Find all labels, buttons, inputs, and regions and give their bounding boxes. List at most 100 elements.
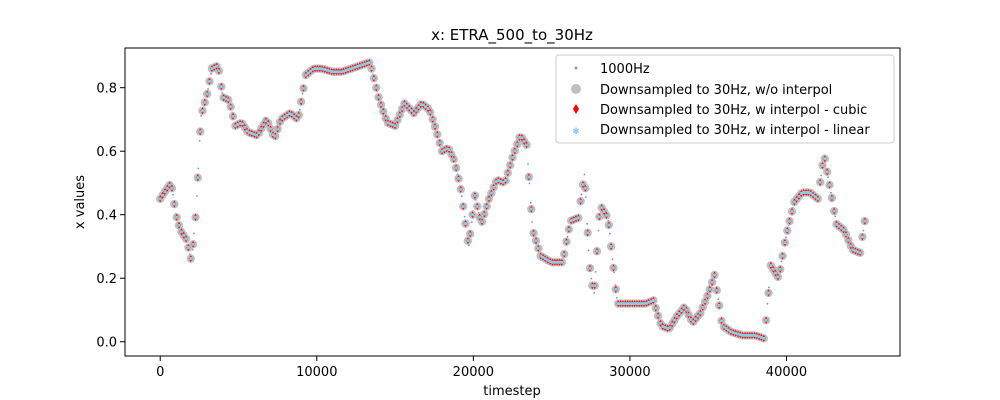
point-linear — [184, 237, 188, 241]
point-linear — [379, 103, 383, 107]
legend-marker-no-interpol — [571, 84, 581, 94]
point-linear — [431, 117, 435, 121]
point-1000hz — [820, 174, 822, 177]
point-linear — [203, 100, 207, 104]
point-linear — [468, 232, 472, 236]
point-linear — [461, 204, 465, 208]
point-1000hz — [717, 298, 720, 301]
point-linear — [428, 110, 432, 114]
point-linear — [269, 127, 273, 131]
point-linear — [207, 79, 212, 83]
point-linear — [687, 313, 691, 317]
point-linear — [701, 305, 705, 309]
point-linear — [254, 133, 259, 137]
point-linear — [532, 231, 536, 235]
point-linear — [769, 263, 773, 268]
x-tick-label: 20000 — [453, 365, 494, 380]
point-linear — [473, 194, 477, 198]
point-linear — [280, 116, 284, 120]
point-linear — [670, 322, 674, 326]
point-linear — [623, 302, 627, 306]
point-linear — [851, 248, 855, 252]
point-linear — [621, 302, 625, 306]
x-tick-label: 0 — [156, 365, 164, 380]
point-linear — [785, 229, 789, 233]
point-linear — [788, 219, 792, 223]
point-linear — [496, 178, 500, 182]
point-1000hz — [608, 232, 611, 235]
point-linear — [562, 252, 566, 256]
point-linear — [489, 191, 493, 195]
point-linear — [846, 238, 850, 242]
point-linear — [445, 147, 449, 151]
point-linear — [273, 134, 277, 138]
point-linear — [651, 298, 656, 302]
point-linear — [724, 326, 728, 331]
point-1000hz — [766, 302, 769, 305]
point-linear — [219, 85, 223, 89]
point-linear — [600, 206, 604, 210]
point-linear — [823, 157, 827, 161]
point-linear — [334, 70, 338, 74]
point-linear — [811, 193, 815, 197]
legend-marker-cubic — [573, 104, 579, 114]
point-linear — [856, 250, 860, 254]
legend-box — [555, 54, 895, 144]
point-linear — [433, 125, 437, 129]
point-1000hz — [827, 176, 829, 179]
point-linear — [546, 258, 550, 262]
point-linear — [259, 127, 263, 131]
point-linear — [487, 197, 491, 201]
point-linear — [637, 302, 641, 306]
point-linear — [492, 185, 496, 189]
point-linear — [459, 187, 463, 191]
point-linear — [191, 242, 195, 246]
point-linear — [165, 186, 169, 190]
point-1000hz — [780, 260, 783, 263]
point-linear — [478, 215, 482, 219]
point-linear — [762, 336, 766, 340]
point-linear — [820, 163, 825, 168]
legend-marker-linear: ✱ — [572, 127, 580, 137]
point-linear — [616, 302, 620, 306]
point-linear — [257, 131, 261, 135]
point-1000hz — [584, 196, 587, 199]
point-linear — [743, 333, 747, 337]
point-linear — [419, 102, 423, 107]
point-linear — [161, 193, 165, 197]
point-linear — [485, 204, 489, 208]
point-linear — [640, 302, 644, 306]
point-1000hz — [207, 88, 210, 90]
point-1000hz — [198, 139, 201, 142]
point-linear — [172, 202, 176, 206]
point-linear — [719, 319, 724, 323]
point-linear — [358, 64, 362, 68]
y-tick-label: 0.8 — [96, 82, 117, 97]
legend-label-linear: Downsampled to 30Hz, w interpol - linear — [600, 123, 870, 138]
point-linear — [553, 260, 557, 264]
point-linear — [727, 328, 731, 332]
point-linear — [323, 67, 327, 72]
plot-frame — [124, 47, 901, 357]
y-tick-label: 0.2 — [96, 272, 117, 287]
point-linear — [602, 209, 606, 214]
point-linear — [534, 239, 538, 243]
point-linear — [454, 166, 458, 170]
point-1000hz — [586, 222, 589, 225]
point-linear — [367, 61, 371, 65]
point-linear — [318, 67, 322, 71]
point-linear — [175, 215, 179, 219]
point-linear — [370, 67, 374, 71]
point-linear — [515, 142, 519, 146]
point-1000hz — [470, 221, 473, 224]
point-linear — [626, 302, 630, 306]
point-linear — [677, 311, 681, 316]
point-linear — [633, 302, 637, 306]
point-linear — [802, 190, 806, 195]
point-linear — [576, 216, 580, 220]
point-linear — [513, 149, 517, 153]
point-linear — [520, 136, 524, 140]
point-1000hz — [528, 182, 531, 185]
point-linear — [745, 333, 749, 337]
point-linear — [393, 124, 397, 128]
